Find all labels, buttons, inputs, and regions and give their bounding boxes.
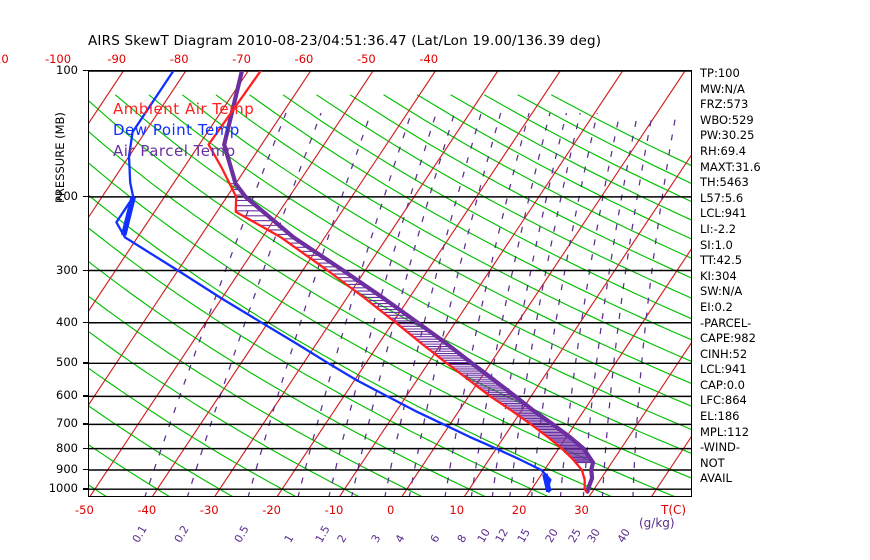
sounding-curves — [115, 71, 596, 494]
legend-air-parcel-temp: Air Parcel Temp — [113, 142, 236, 160]
pressure-tick-mark — [83, 447, 89, 449]
parameter-row: WBO:529 — [700, 112, 754, 127]
plot-area — [88, 70, 692, 497]
parameter-row: -PARCEL- — [700, 315, 752, 330]
parameter-row: CAPE:982 — [700, 331, 756, 346]
skewt-grid-and-curves — [89, 71, 691, 496]
pressure-tick-mark — [83, 395, 89, 397]
mixing-ratio-tick: 6 — [428, 532, 443, 545]
bottom-temp-tick: 0 — [387, 503, 395, 517]
parameter-row: TP:100 — [700, 66, 740, 80]
pressure-tick-mark — [83, 362, 89, 364]
parameter-row: NOT — [700, 455, 725, 470]
mixing-ratio-tick: 10 — [475, 526, 494, 545]
isobar-lines — [89, 71, 691, 490]
parameter-row: TH:5463 — [700, 175, 749, 190]
pressure-tick: 100 — [56, 63, 78, 77]
mixing-ratio-tick: 15 — [514, 526, 533, 545]
mixing-ratio-tick: 25 — [565, 526, 585, 545]
parameter-row: EL:186 — [700, 409, 740, 424]
pressure-tick: 400 — [56, 314, 78, 329]
top-temp-tick: -60 — [294, 52, 314, 66]
mixing-ratio-tick: 0.2 — [171, 523, 192, 545]
mixing-ratio-tick: 1.5 — [312, 523, 333, 545]
bottom-temp-tick: -10 — [324, 503, 344, 517]
pressure-tick-mark — [83, 70, 89, 72]
mixing-ratio-unit-label: (g/kg) — [639, 516, 675, 530]
bottom-temp-tick: 20 — [511, 503, 527, 517]
bottom-temp-tick: 10 — [449, 503, 465, 517]
pressure-axis-label: PRESSURE (MB) — [53, 112, 67, 203]
top-temp-tick: -50 — [356, 52, 376, 66]
parameter-row: AVAIL — [700, 471, 732, 486]
parameter-row: MPL:112 — [700, 424, 750, 439]
legend-dew-point-temp: Dew Point Temp — [113, 121, 240, 139]
parameter-row: SI:1.0 — [700, 237, 733, 252]
mixing-ratio-tick: 0.5 — [232, 523, 253, 545]
parameter-row: LI:-2.2 — [700, 221, 737, 236]
mixing-ratio-tick: 40 — [615, 526, 634, 545]
page-title: AIRS SkewT Diagram 2010-08-23/04:51:36.4… — [88, 33, 602, 49]
dry-adiabat-lines — [89, 94, 691, 496]
mixing-ratio-tick: 0.1 — [129, 523, 150, 545]
parameter-row: KI:304 — [700, 268, 737, 283]
temperature-unit-label: T(C) — [661, 503, 687, 517]
parameter-sidebar: TP:100 MW:N/A FRZ:573 WBO:529 PW:30.25 RH:69.… — [700, 66, 850, 487]
parameter-row: CINH:52 — [700, 346, 748, 361]
pressure-tick: 700 — [56, 416, 78, 431]
pressure-tick-mark — [83, 423, 89, 425]
parameter-row: LCL:941 — [700, 362, 747, 377]
top-temp-tick: -80 — [169, 52, 189, 66]
mixing-ratio-tick: 12 — [492, 526, 511, 545]
pressure-tick: 900 — [56, 462, 78, 476]
legend-ambient-air-temp: Ambient Air Temp — [113, 100, 255, 118]
bottom-temp-tick: -30 — [199, 503, 219, 517]
top-temp-tick: -110 — [0, 52, 9, 66]
parameter-row: L57:5.6 — [700, 190, 744, 205]
pressure-tick: 500 — [56, 355, 78, 370]
pressure-tick-mark — [83, 488, 89, 490]
parameter-row: SW:N/A — [700, 284, 743, 299]
parameter-row: CAP:0.0 — [700, 377, 745, 392]
mixing-ratio-tick: 8 — [454, 532, 470, 545]
pressure-tick-mark — [83, 195, 89, 198]
mixing-ratio-tick: 1 — [281, 532, 297, 545]
mixing-ratio-tick: 2 — [335, 532, 350, 545]
pressure-tick-mark — [83, 469, 89, 471]
parameter-row: EI:0.2 — [700, 299, 733, 314]
mixing-ratio-tick: 30 — [584, 526, 603, 545]
pressure-tick: 600 — [56, 388, 78, 403]
mixing-ratio-tick: 20 — [542, 526, 562, 545]
pressure-tick-mark — [83, 269, 89, 271]
parameter-row: RH:69.4 — [700, 143, 747, 158]
mixing-ratio-tick: 3 — [368, 532, 383, 545]
pressure-tick: 800 — [56, 440, 78, 455]
parameter-row: FRZ:573 — [700, 97, 749, 112]
bottom-temp-tick: 30 — [574, 503, 589, 517]
parameter-row: PW:30.25 — [700, 128, 755, 143]
top-temp-tick: -100 — [44, 52, 72, 66]
parameter-row: -WIND- — [700, 440, 741, 455]
pressure-tick: 200 — [56, 188, 78, 203]
pressure-tick: 300 — [56, 262, 78, 277]
parameter-row: LFC:864 — [700, 393, 747, 408]
top-temp-tick: -90 — [107, 52, 127, 66]
bottom-temp-tick: -40 — [137, 503, 157, 517]
top-temp-tick: -70 — [232, 52, 251, 66]
top-temp-tick: -40 — [419, 52, 439, 66]
bottom-temp-tick: -50 — [75, 503, 94, 517]
mixing-ratio-tick: 4 — [392, 532, 408, 545]
parameter-row: MAXT:31.6 — [700, 159, 761, 174]
parameter-row: TT:42.5 — [700, 253, 743, 268]
parameter-row: LCL:941 — [700, 206, 747, 221]
pressure-tick: 1000 — [48, 481, 78, 496]
bottom-temp-tick: -20 — [262, 503, 281, 517]
parameter-row: MW:N/A — [700, 81, 745, 96]
cape-hatch-region — [228, 183, 594, 464]
pressure-tick-mark — [83, 321, 89, 324]
